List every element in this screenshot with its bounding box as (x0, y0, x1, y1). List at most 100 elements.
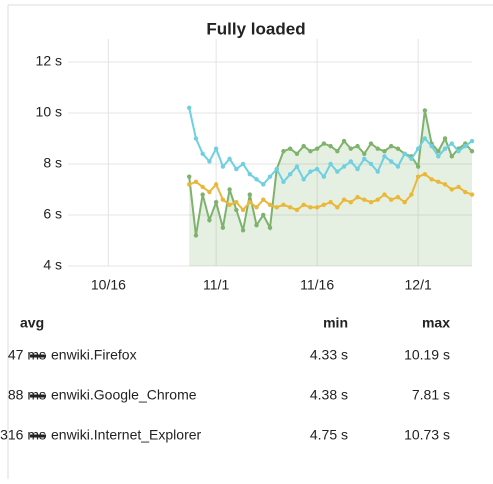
data-point (281, 202, 286, 207)
data-point (193, 233, 199, 238)
data-point (281, 179, 286, 185)
data-point (362, 197, 367, 202)
data-point (422, 136, 428, 141)
data-point (335, 149, 340, 154)
data-point (456, 184, 461, 190)
legend-max: 7.81 s (412, 387, 450, 403)
data-point (341, 197, 347, 202)
data-point (328, 143, 333, 149)
y-tick-label: 8 s (43, 155, 62, 171)
data-point (328, 161, 333, 167)
chart-title: Fully loaded (206, 19, 305, 38)
data-point (301, 202, 306, 207)
data-point (469, 192, 475, 197)
data-point (341, 138, 347, 144)
data-point (207, 217, 212, 223)
data-point (301, 143, 306, 149)
data-point (429, 143, 434, 149)
data-point (335, 205, 340, 210)
data-point (469, 149, 475, 154)
data-point (389, 197, 394, 202)
data-point (436, 179, 441, 185)
data-point (207, 189, 212, 195)
data-point (422, 171, 428, 177)
data-point (368, 141, 374, 146)
data-point (442, 182, 448, 187)
data-point (207, 159, 212, 164)
data-point (247, 171, 252, 177)
data-point (234, 207, 239, 213)
data-point (409, 156, 414, 162)
data-point (308, 149, 313, 154)
data-point (301, 177, 306, 182)
data-point (415, 146, 421, 151)
legend-header: min (323, 315, 348, 331)
data-point (314, 205, 320, 210)
y-tick-label: 12 s (36, 53, 62, 69)
data-point (288, 146, 293, 151)
x-tick-label: 12/1 (405, 277, 432, 293)
data-point (463, 143, 468, 149)
data-point (382, 154, 387, 159)
data-point (335, 169, 340, 174)
legend-min: 4.75 s (310, 427, 348, 443)
x-tick-label: 10/16 (91, 277, 126, 293)
x-tick-label: 11/16 (300, 277, 334, 293)
data-point (321, 174, 327, 179)
data-point (254, 205, 259, 210)
data-point (227, 156, 232, 162)
data-point (187, 105, 192, 111)
legend-name: enwiki.Internet_Explorer (51, 427, 202, 443)
data-point (247, 192, 252, 197)
legend-max: 10.73 s (404, 427, 450, 443)
data-point (240, 207, 246, 213)
data-point (449, 141, 454, 146)
data-point (436, 154, 441, 159)
y-tick-label: 4 s (43, 257, 62, 273)
data-point (294, 151, 300, 156)
data-point (314, 146, 320, 151)
data-point (375, 169, 380, 174)
data-point (389, 143, 394, 149)
data-point (375, 197, 380, 202)
legend-name: enwiki.Firefox (51, 347, 137, 363)
data-point (362, 156, 367, 162)
data-point (288, 171, 293, 177)
legend-avg: 47 ms (8, 347, 46, 363)
data-point (288, 205, 293, 210)
data-point (395, 164, 401, 169)
legend-name: enwiki.Google_Chrome (51, 387, 197, 403)
data-point (261, 182, 266, 187)
data-point (328, 200, 333, 205)
data-point (267, 202, 273, 207)
data-point (362, 151, 367, 156)
data-point (341, 164, 347, 169)
data-point (355, 194, 360, 200)
data-point (240, 228, 246, 233)
data-point (449, 154, 454, 159)
data-point (395, 146, 401, 151)
data-point (415, 174, 421, 179)
y-tick-label: 10 s (36, 104, 62, 120)
legend-header: avg (20, 315, 44, 331)
data-point (429, 177, 434, 182)
data-point (213, 182, 219, 187)
data-point (267, 225, 273, 230)
data-point (213, 200, 219, 205)
data-point (375, 146, 380, 151)
data-point (389, 159, 394, 164)
data-point (193, 136, 199, 141)
data-point (294, 164, 300, 169)
data-point (422, 108, 428, 113)
data-point (247, 200, 252, 205)
data-point (348, 146, 353, 151)
data-point (267, 174, 273, 179)
data-point (321, 202, 327, 207)
data-point (463, 189, 468, 195)
data-point (348, 159, 353, 164)
data-point (409, 192, 414, 197)
legend-max: 10.19 s (404, 347, 450, 363)
data-point (314, 166, 320, 172)
data-point (187, 182, 192, 187)
